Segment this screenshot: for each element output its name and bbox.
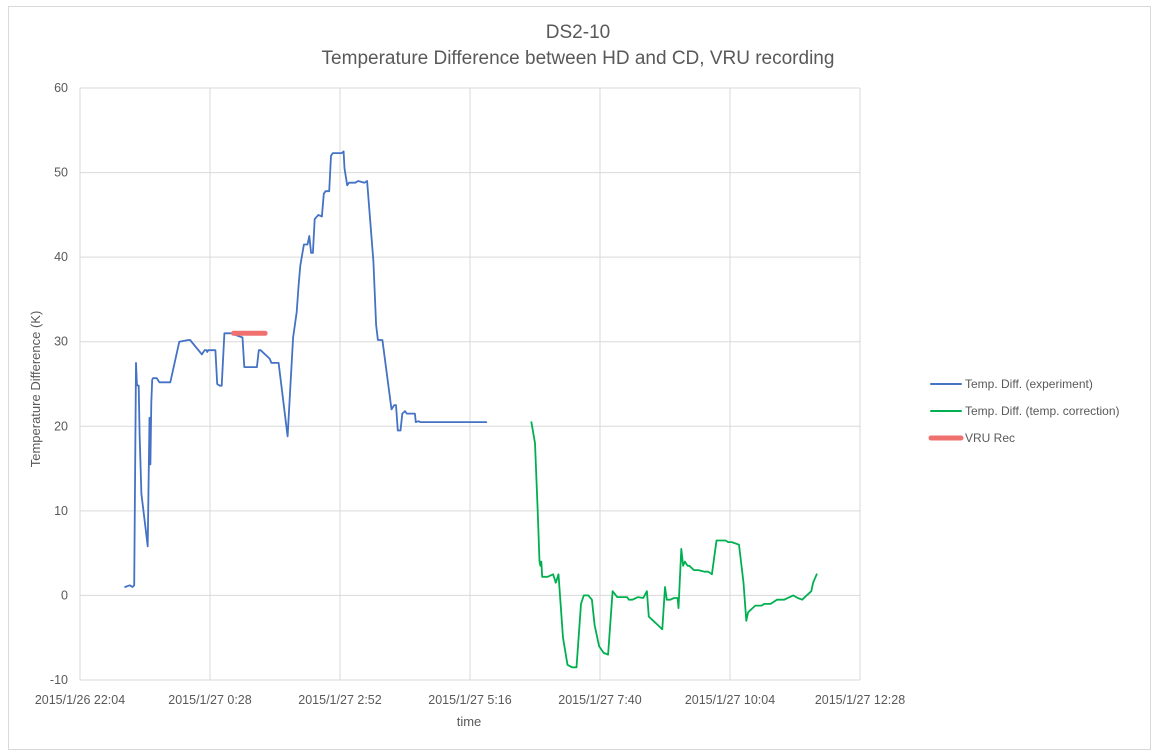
x-tick-label: 2015/1/27 0:28: [168, 693, 251, 707]
x-tick-label: 2015/1/27 7:40: [558, 693, 641, 707]
chart-subtitle: Temperature Difference between HD and CD…: [322, 48, 835, 69]
y-tick-label: 30: [54, 335, 68, 349]
legend: Temp. Diff. (experiment) Temp. Diff. (tem…: [928, 377, 1120, 445]
chart-title: DS2-10: [546, 22, 610, 43]
y-tick-label: -10: [50, 673, 68, 687]
legend-label: Temp. Diff. (temp. correction): [965, 404, 1120, 418]
legend-label: Temp. Diff. (experiment): [965, 377, 1093, 391]
y-tick-label: 40: [54, 250, 68, 264]
chart-canvas: DS2-10 Temperature Difference between HD…: [28, 22, 1120, 729]
y-tick-label: 0: [61, 588, 68, 602]
legend-label: VRU Rec: [965, 431, 1015, 445]
x-axis-title: time: [457, 714, 482, 729]
y-axis-title: Temperature Difference (K): [28, 311, 43, 468]
x-tick-label: 2015/1/26 22:04: [35, 693, 125, 707]
y-axis-ticks: -10 0 10 20 30 40 50 60: [50, 81, 68, 687]
y-tick-label: 50: [54, 166, 68, 180]
x-tick-label: 2015/1/27 2:52: [298, 693, 381, 707]
y-tick-label: 20: [54, 419, 68, 433]
y-tick-label: 10: [54, 504, 68, 518]
series-layer: [124, 150, 818, 669]
x-tick-label: 2015/1/27 12:28: [815, 693, 905, 707]
x-tick-label: 2015/1/27 10:04: [685, 693, 775, 707]
series-line-experiment: [124, 150, 488, 588]
grid-lines: [79, 87, 861, 681]
x-axis-ticks: 2015/1/26 22:04 2015/1/27 0:28 2015/1/27 2…: [35, 693, 905, 707]
series-line-temp-correction: [530, 421, 818, 669]
x-tick-label: 2015/1/27 5:16: [428, 693, 511, 707]
y-tick-label: 60: [54, 81, 68, 95]
chart-frame: DS2-10 Temperature Difference between HD…: [8, 6, 1151, 750]
